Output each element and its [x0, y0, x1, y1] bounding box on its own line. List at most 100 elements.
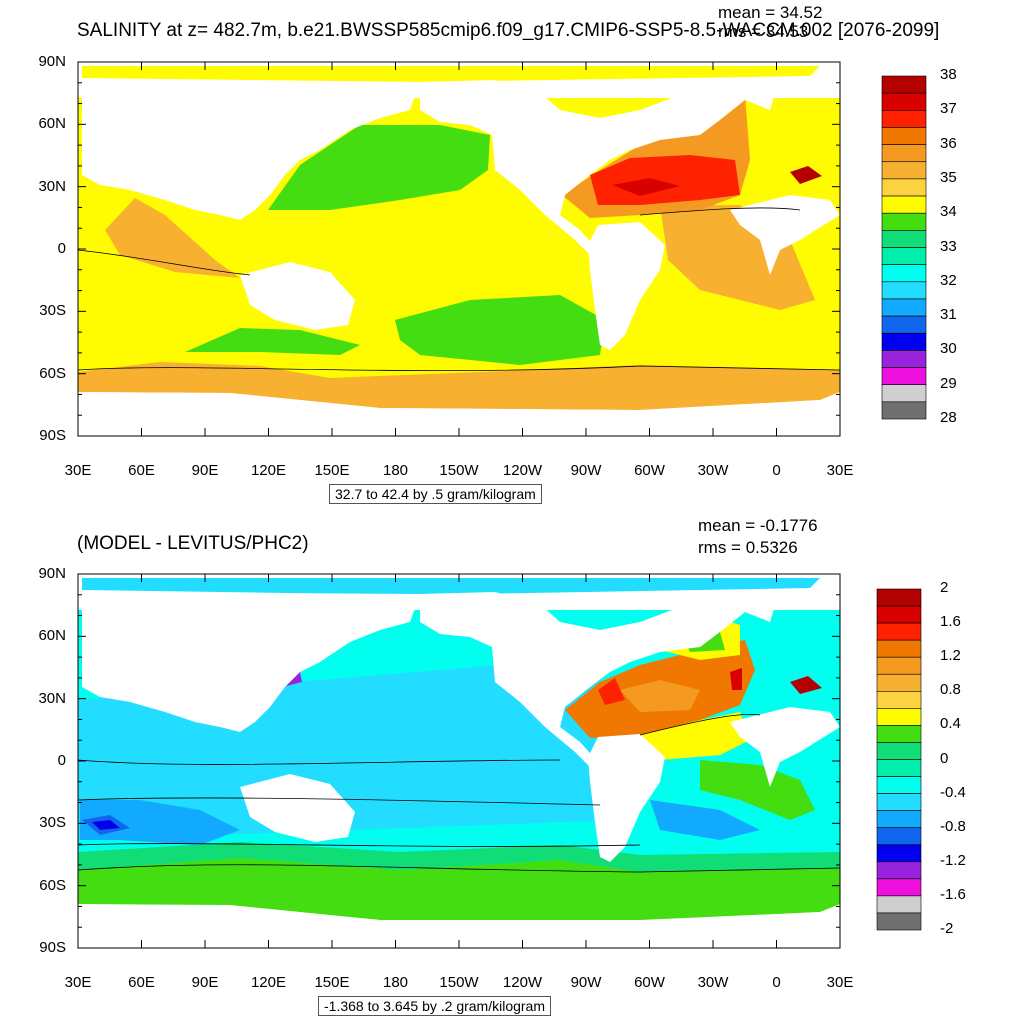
colorbar-label: 34: [940, 203, 957, 221]
lat-label: 30S: [39, 814, 66, 832]
colorbar-label: 38: [940, 66, 957, 83]
lat-label: 90S: [39, 939, 66, 956]
lon-label: 120W: [502, 974, 543, 991]
bottom-difference-map: [78, 578, 840, 948]
colorbar-swatch: [881, 212, 927, 231]
colorbar-swatch: [881, 161, 927, 180]
lon-label: 60E: [128, 974, 155, 991]
colorbar-swatch: [876, 759, 922, 777]
colorbar-swatch: [876, 912, 922, 931]
bot-natlantic-lightorange: [620, 680, 700, 712]
lon-label: 120W: [502, 462, 543, 479]
lon-label: 150E: [314, 974, 350, 991]
lon-label: 60W: [634, 462, 665, 479]
top-land-namerica: [420, 78, 780, 265]
lon-label: 30E: [64, 974, 92, 991]
lat-label: 30S: [39, 302, 66, 320]
lon-label: 30E: [826, 974, 854, 991]
bot-satlantic-blue: [650, 800, 760, 840]
top-title: SALINITY at z= 482.7m, b.e21.BWSSP585cmi…: [77, 20, 940, 41]
bot-natlantic-yellow: [640, 712, 750, 760]
bot-land-namerica: [420, 590, 780, 777]
lon-label: 90W: [570, 462, 602, 479]
lat-label: 30N: [38, 177, 66, 195]
top-axis-ticks: [77, 61, 841, 437]
top-land-australia: [240, 262, 355, 330]
top-colorbar: [881, 75, 927, 420]
colorbar-swatch: [881, 367, 927, 385]
colorbar-swatch: [876, 690, 922, 709]
colorbar-swatch: [881, 298, 927, 317]
lat-label: 0: [57, 240, 66, 257]
colorbar-label: -1.6: [940, 885, 966, 903]
lat-label: 90N: [38, 53, 66, 70]
colorbar-label: 37: [940, 100, 957, 118]
colorbar-label: 32: [940, 271, 957, 289]
colorbar-swatch: [876, 895, 922, 914]
bottom-colorbar: [876, 588, 922, 931]
lat-label: 60N: [38, 115, 66, 133]
colorbar-swatch: [881, 384, 927, 403]
lon-label: 120E: [250, 462, 287, 479]
lon-label: 180: [382, 462, 409, 479]
colorbar-label: 1.2: [940, 647, 961, 665]
top-mediterranean: [790, 166, 822, 184]
colorbar-label: 0.4: [940, 715, 961, 733]
colorbar-swatch: [876, 844, 922, 863]
lon-label: 60W: [634, 974, 665, 991]
colorbar-label: 28: [940, 409, 957, 426]
top-arctic: [82, 66, 820, 82]
colorbar-swatch: [876, 588, 922, 607]
bottom-title: (MODEL - LEVITUS/PHC2): [77, 533, 309, 554]
colorbar-swatch: [876, 810, 922, 829]
lon-label: 90E: [191, 974, 219, 991]
colorbar-swatch: [881, 144, 927, 163]
bot-land-australia: [240, 774, 355, 842]
lon-label: 30W: [697, 462, 729, 479]
top-mean: mean = 34.52: [718, 3, 823, 22]
colorbar-swatch: [881, 350, 927, 368]
bottom-rms: rms = 0.5326: [698, 538, 798, 557]
top-salinity-map: [78, 66, 840, 436]
top-land-antarctica: [78, 392, 840, 436]
colorbar-swatch: [881, 401, 927, 420]
lat-label: 30N: [38, 689, 66, 707]
top-natlantic-core: [612, 178, 680, 196]
lon-label: 90W: [570, 974, 602, 991]
colorbar-swatch: [881, 127, 927, 145]
colorbar-swatch: [876, 708, 922, 726]
lat-label: 60S: [39, 364, 66, 382]
bot-satlantic-green: [700, 760, 815, 820]
bot-indian-core: [92, 820, 120, 830]
colorbar-label: 0.8: [940, 681, 961, 699]
colorbar-label: 36: [940, 134, 957, 152]
colorbar-label: -2: [940, 920, 954, 937]
lon-label: 60E: [128, 462, 155, 479]
colorbar-label: 2: [940, 579, 949, 596]
bot-indian-blue: [80, 800, 240, 845]
colorbar-swatch: [881, 315, 927, 334]
lon-label: 150W: [439, 974, 479, 991]
lon-label: 30E: [826, 462, 854, 479]
colorbar-swatch: [876, 725, 922, 743]
colorbar-swatch: [881, 110, 927, 128]
bot-southern-teal: [78, 842, 840, 872]
lon-label: 120E: [250, 974, 287, 991]
colorbar-label: 1.6: [940, 613, 961, 631]
colorbar-swatch: [876, 656, 922, 675]
colorbar-swatch: [881, 178, 927, 197]
lon-label: 30E: [64, 462, 92, 479]
bot-land-samerica: [588, 734, 665, 862]
colorbar-swatch: [876, 742, 922, 760]
colorbar-swatch: [876, 878, 922, 897]
top-land-asia: [82, 80, 420, 220]
colorbar-swatch: [876, 861, 922, 880]
top-land-africa: [730, 195, 840, 275]
lat-label: 0: [57, 752, 66, 769]
colorbar-swatch: [876, 639, 922, 658]
lat-label: 90S: [39, 427, 66, 444]
colorbar-label: -0.8: [940, 817, 966, 835]
colorbar-swatch: [881, 75, 927, 94]
bottom-mean: mean = -0.1776: [698, 516, 818, 535]
